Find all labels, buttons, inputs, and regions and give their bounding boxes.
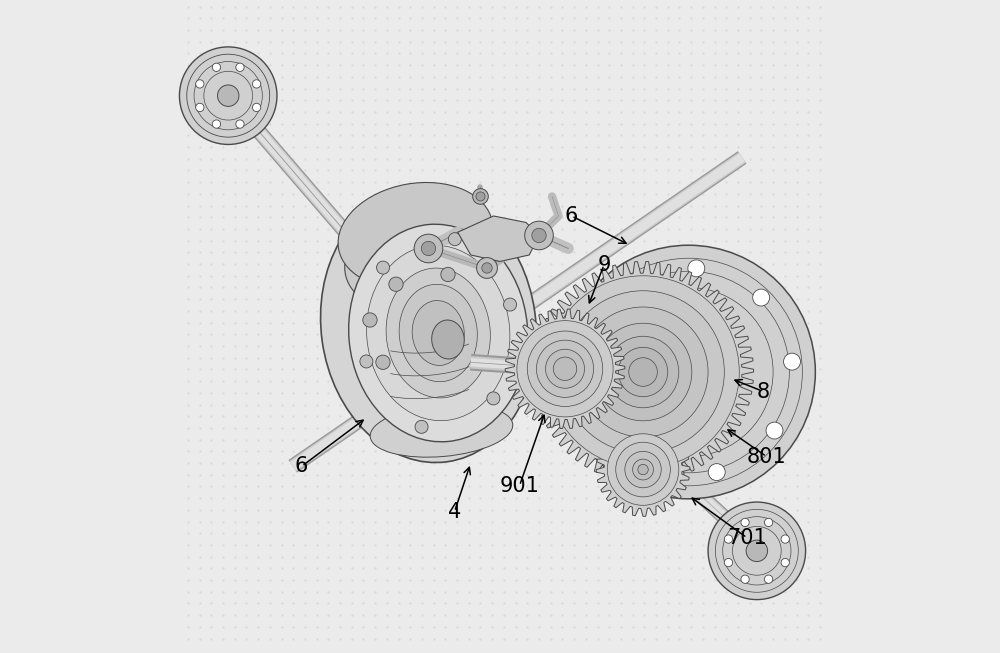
- Text: 9: 9: [597, 255, 611, 275]
- Text: 701: 701: [727, 528, 767, 548]
- Circle shape: [421, 242, 436, 255]
- Circle shape: [633, 459, 653, 480]
- Text: 6: 6: [295, 456, 308, 476]
- Circle shape: [579, 338, 596, 355]
- Circle shape: [616, 442, 670, 497]
- Circle shape: [619, 279, 636, 296]
- Circle shape: [448, 232, 461, 246]
- Circle shape: [441, 267, 455, 281]
- Circle shape: [764, 518, 773, 526]
- Circle shape: [724, 535, 733, 543]
- Circle shape: [594, 323, 692, 421]
- Circle shape: [476, 192, 485, 201]
- Circle shape: [196, 103, 204, 112]
- Circle shape: [525, 221, 553, 250]
- Circle shape: [708, 502, 806, 599]
- Circle shape: [724, 558, 733, 567]
- Circle shape: [562, 291, 724, 453]
- Circle shape: [553, 357, 577, 381]
- Circle shape: [487, 392, 500, 405]
- Circle shape: [252, 80, 261, 88]
- Ellipse shape: [370, 404, 513, 457]
- Circle shape: [527, 331, 603, 406]
- Circle shape: [504, 298, 517, 311]
- Circle shape: [236, 63, 244, 71]
- Ellipse shape: [412, 300, 464, 366]
- Circle shape: [781, 558, 789, 567]
- Circle shape: [217, 85, 239, 106]
- Ellipse shape: [432, 320, 464, 359]
- PathPatch shape: [505, 309, 625, 428]
- Circle shape: [389, 277, 403, 291]
- Circle shape: [482, 263, 492, 273]
- Circle shape: [477, 257, 497, 278]
- Text: 901: 901: [500, 476, 539, 496]
- Circle shape: [638, 464, 648, 475]
- Circle shape: [708, 464, 725, 481]
- Ellipse shape: [399, 284, 477, 382]
- Circle shape: [637, 458, 654, 475]
- Circle shape: [586, 409, 603, 426]
- Circle shape: [546, 349, 585, 389]
- Circle shape: [376, 355, 390, 370]
- Polygon shape: [458, 216, 539, 261]
- Circle shape: [236, 120, 244, 128]
- Text: 6: 6: [565, 206, 578, 226]
- Circle shape: [196, 80, 204, 88]
- Circle shape: [252, 103, 261, 112]
- Circle shape: [784, 353, 800, 370]
- Circle shape: [637, 320, 741, 424]
- Circle shape: [532, 229, 546, 243]
- Ellipse shape: [345, 215, 460, 308]
- Circle shape: [414, 234, 443, 263]
- Ellipse shape: [386, 268, 490, 398]
- Circle shape: [517, 321, 613, 417]
- Circle shape: [741, 575, 749, 583]
- Ellipse shape: [349, 224, 528, 442]
- Text: 4: 4: [448, 502, 461, 522]
- Ellipse shape: [321, 191, 536, 462]
- Circle shape: [562, 246, 815, 499]
- Circle shape: [212, 63, 221, 71]
- Circle shape: [629, 358, 657, 387]
- PathPatch shape: [596, 422, 690, 517]
- Circle shape: [766, 422, 783, 439]
- Circle shape: [536, 340, 594, 398]
- Circle shape: [607, 434, 679, 505]
- Circle shape: [688, 260, 705, 277]
- Circle shape: [363, 313, 377, 327]
- Circle shape: [377, 261, 390, 274]
- Ellipse shape: [367, 246, 510, 421]
- Circle shape: [179, 47, 277, 144]
- Text: 8: 8: [757, 381, 770, 402]
- Circle shape: [607, 336, 679, 407]
- PathPatch shape: [533, 261, 754, 483]
- Circle shape: [618, 347, 668, 397]
- Circle shape: [764, 575, 773, 583]
- Circle shape: [473, 189, 488, 204]
- Circle shape: [415, 421, 428, 434]
- Circle shape: [753, 289, 770, 306]
- Ellipse shape: [338, 182, 493, 289]
- Circle shape: [625, 451, 661, 488]
- Circle shape: [746, 540, 768, 562]
- Circle shape: [578, 307, 708, 437]
- Circle shape: [212, 120, 221, 128]
- Text: 801: 801: [747, 447, 786, 466]
- Circle shape: [741, 518, 749, 526]
- Circle shape: [547, 276, 739, 468]
- Circle shape: [360, 355, 373, 368]
- Circle shape: [781, 535, 789, 543]
